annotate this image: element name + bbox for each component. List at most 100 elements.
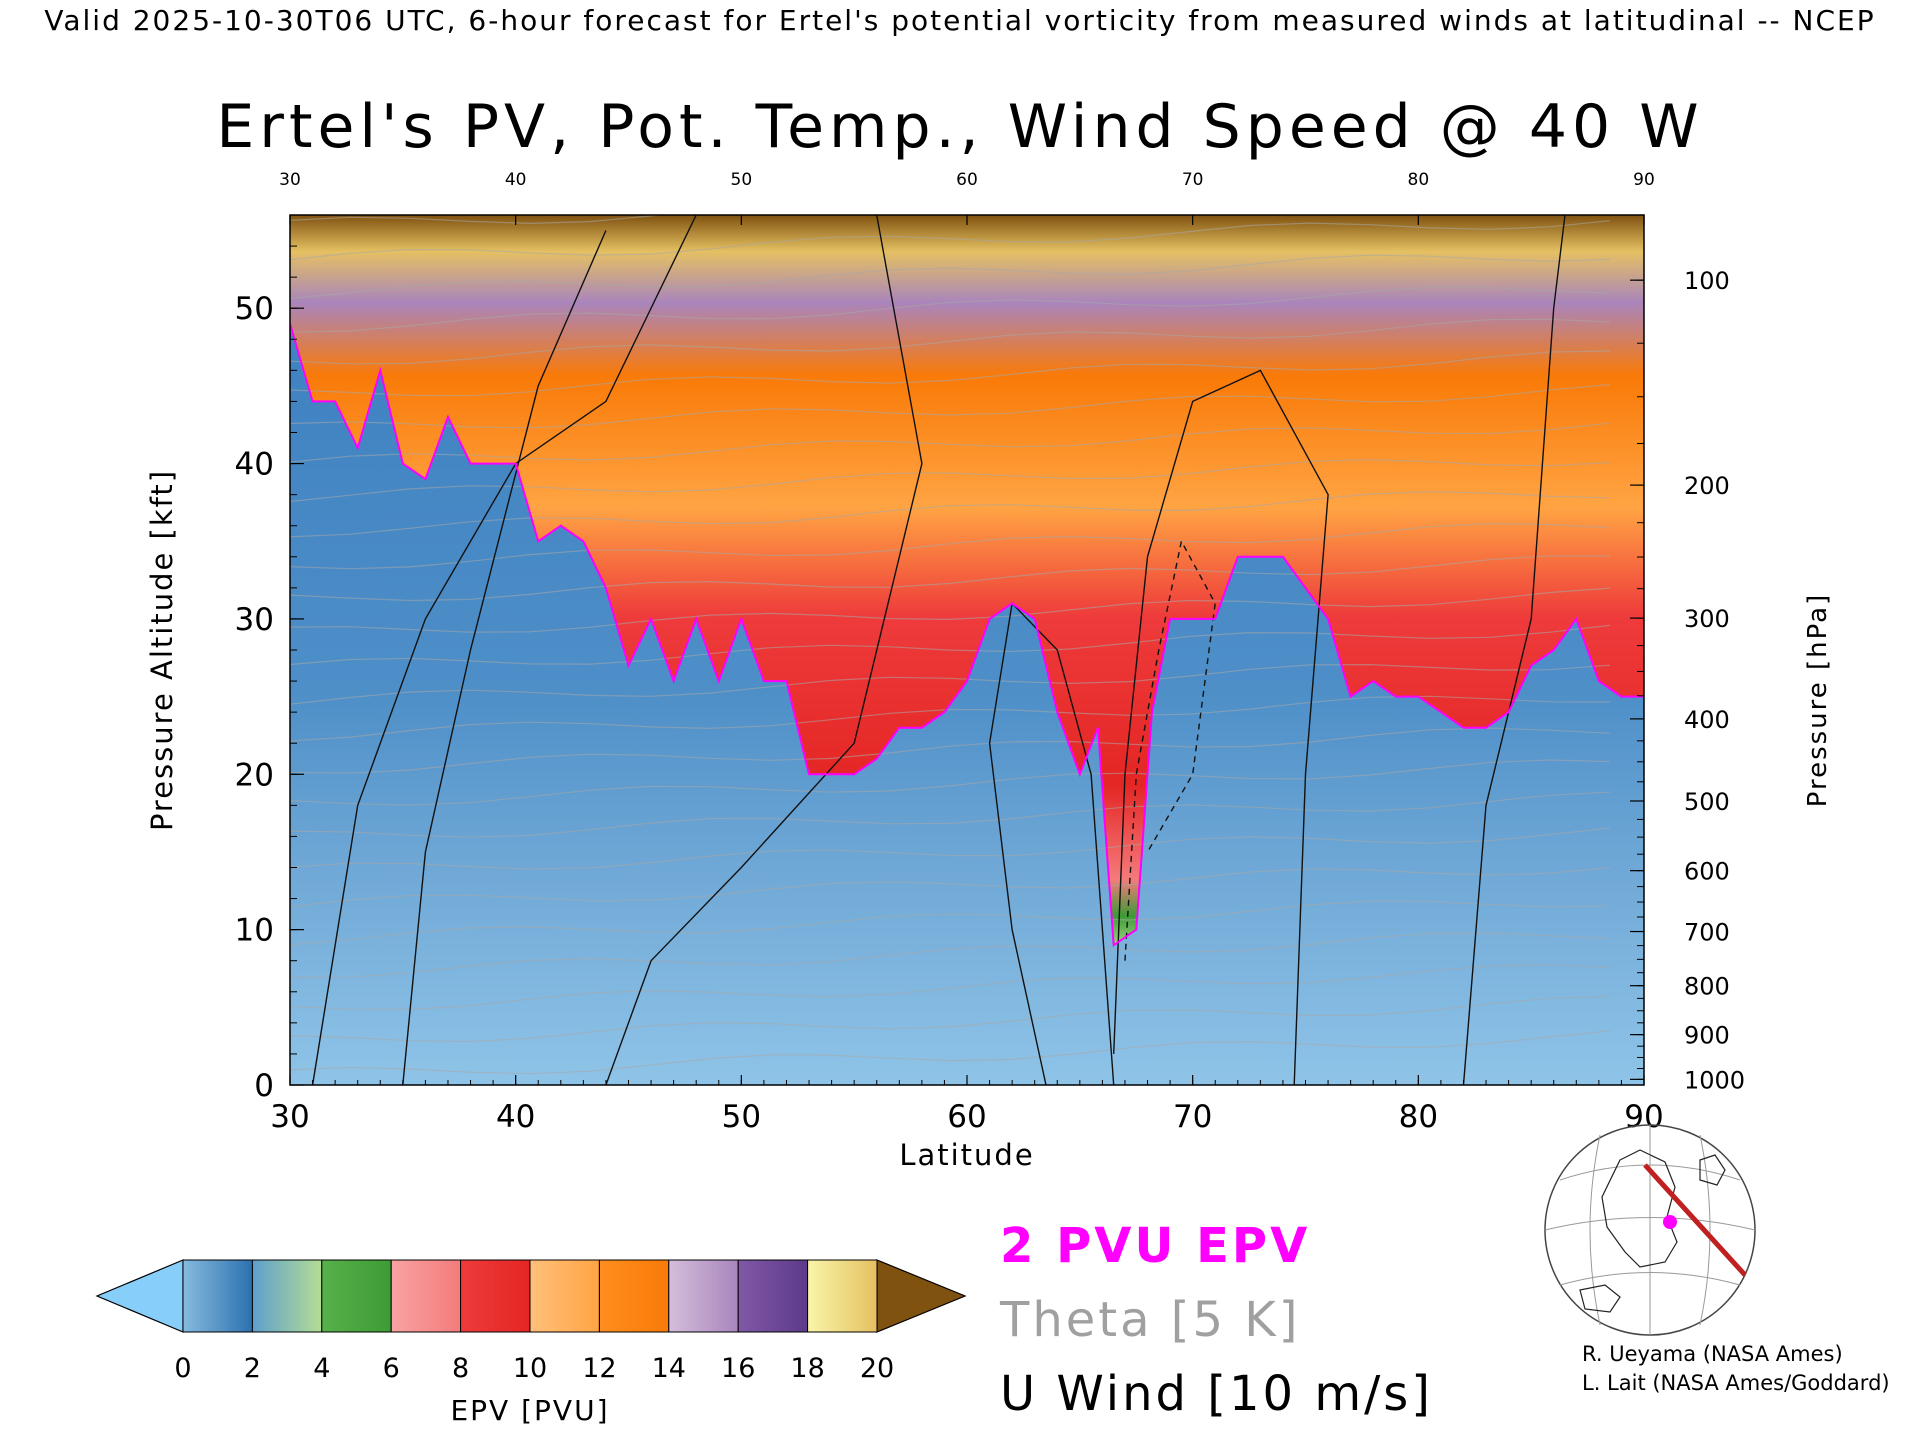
colorbar-bin — [737, 1259, 809, 1333]
pressure-tick-label: 800 — [1684, 973, 1730, 1001]
pressure-tick-label: 300 — [1684, 605, 1730, 633]
x-top-tick-label: 40 — [505, 170, 527, 190]
y-tick-label: 0 — [254, 1068, 274, 1104]
colorbar-under-arrow — [95, 1259, 184, 1333]
pressure-tick-label: 200 — [1684, 472, 1730, 500]
pressure-tick-label: 400 — [1684, 706, 1730, 734]
x-top-tick-label: 80 — [1408, 170, 1430, 190]
colorbar-tick-label: 20 — [860, 1353, 894, 1384]
y-tick-label: 50 — [235, 291, 274, 327]
theta-contour — [290, 215, 665, 225]
y-tick-label: 40 — [235, 447, 274, 483]
u-wind-contour — [311, 215, 697, 1085]
location-map — [1544, 1124, 1756, 1336]
credit-line-1: R. Ueyama (NASA Ames) — [1582, 1342, 1843, 1366]
theta-contour — [290, 791, 1611, 838]
colorbar-tick-label: 12 — [582, 1353, 616, 1384]
colorbar-over-arrow — [876, 1259, 967, 1333]
x-tick-label: 40 — [496, 1099, 535, 1135]
x-top-tick-label: 60 — [956, 170, 978, 190]
colorbar-bin — [251, 1259, 323, 1333]
x-tick-label: 90 — [1624, 1099, 1663, 1135]
legend-theta: Theta [5 K] — [1000, 1292, 1301, 1348]
legend-epv: 2 PVU EPV — [1000, 1218, 1311, 1274]
theta-contour — [290, 350, 1611, 397]
map-coastlines — [1579, 1149, 1726, 1313]
colorbar-bin — [460, 1259, 531, 1333]
stratosphere-fill — [290, 215, 1644, 946]
pressure-tick-label: 500 — [1684, 788, 1730, 816]
theta-contour — [290, 555, 1611, 602]
colorbar-label: EPV [PVU] — [450, 1394, 609, 1427]
axes: 3030404050506060707080809090010203040501… — [145, 170, 1833, 1172]
theta-contour — [290, 286, 1611, 333]
x-axis-label: Latitude — [899, 1138, 1034, 1172]
theta-contour — [290, 695, 1611, 742]
u-wind-contour — [605, 215, 923, 1085]
x-top-tick-label: 30 — [279, 170, 301, 190]
header-text: Valid 2025-10-30T06 UTC, 6-hour forecast… — [44, 4, 1876, 37]
x-tick-label: 50 — [722, 1099, 761, 1135]
theta-contour — [290, 1030, 1611, 1075]
theta-contour — [290, 867, 1611, 908]
map-location-dot — [1663, 1215, 1677, 1229]
theta-contour — [290, 383, 1611, 429]
colorbar-tick-label: 10 — [513, 1353, 547, 1384]
pressure-tick-label: 1000 — [1684, 1066, 1745, 1094]
pv-2pvu-line — [290, 323, 1644, 948]
pressure-tick-label: 900 — [1684, 1022, 1730, 1050]
credits: R. Ueyama (NASA Ames) L. Lait (NASA Ames… — [1582, 1340, 1890, 1398]
theta-contour — [290, 422, 1611, 463]
theta-contour — [290, 727, 1611, 774]
colorbar-bin — [529, 1259, 600, 1333]
theta-contour — [290, 932, 1611, 979]
theta-contour — [290, 827, 1611, 871]
colorbar-bin — [321, 1259, 392, 1333]
theta-contour — [290, 663, 1611, 705]
theta-contour — [290, 318, 1611, 365]
theta-contour — [290, 587, 1611, 633]
theta-contour — [290, 624, 1611, 667]
u-wind-contour — [1113, 369, 1329, 1085]
theta-contour — [290, 964, 1611, 1011]
pressure-tick-label: 100 — [1684, 267, 1730, 295]
x-tick-label: 30 — [270, 1099, 309, 1135]
colorbar-tick-label: 6 — [383, 1353, 400, 1384]
colorbar-tick-label: 16 — [721, 1353, 755, 1384]
colorbar-bin — [598, 1259, 670, 1333]
x-top-tick-label: 50 — [731, 170, 753, 190]
credit-line-2: L. Lait (NASA Ames/Goddard) — [1582, 1371, 1890, 1395]
theta-contour — [290, 522, 1611, 570]
colorbar-bin — [668, 1259, 739, 1333]
colorbar-bin — [807, 1259, 878, 1333]
u-wind-contour — [1462, 215, 1566, 1085]
theta-contour — [290, 900, 1611, 946]
colorbar-tick-label: 8 — [452, 1353, 469, 1384]
theta-contour — [290, 490, 1611, 538]
pressure-tick-label: 700 — [1684, 919, 1730, 947]
u-wind-contour — [402, 230, 607, 1085]
colorbar-tick-label: 0 — [174, 1353, 191, 1384]
chart-title: Ertel's PV, Pot. Temp., Wind Speed @ 40 … — [216, 92, 1704, 162]
y-tick-label: 20 — [235, 757, 274, 793]
colorbar-tick-label: 18 — [790, 1353, 824, 1384]
map-graticule — [1544, 1125, 1756, 1335]
colorbar-bin — [390, 1259, 462, 1333]
x-tick-label: 60 — [947, 1099, 986, 1135]
colorbar-tick-label: 2 — [244, 1353, 261, 1384]
map-section-line — [1643, 1163, 1747, 1277]
x-top-tick-label: 70 — [1182, 170, 1204, 190]
y-tick-label: 30 — [235, 602, 274, 638]
colorbar-tick-label: 14 — [652, 1353, 686, 1384]
theta-contour — [290, 996, 1611, 1043]
legend: 2 PVU EPV Theta [5 K] U Wind [10 m/s] — [1000, 1218, 1433, 1440]
pressure-tick-label: 600 — [1684, 858, 1730, 886]
theta-contour — [290, 759, 1611, 806]
colorbar: 0 2 4 6 8 10 12 14 16 18 20 EPV [PVU] — [95, 1259, 967, 1427]
x-top-tick-label: 90 — [1633, 170, 1655, 190]
theta-contour — [290, 220, 1611, 261]
x-tick-label: 80 — [1399, 1099, 1438, 1135]
colorbar-tick-label: 4 — [313, 1353, 330, 1384]
u-wind-contour — [988, 601, 1115, 1085]
